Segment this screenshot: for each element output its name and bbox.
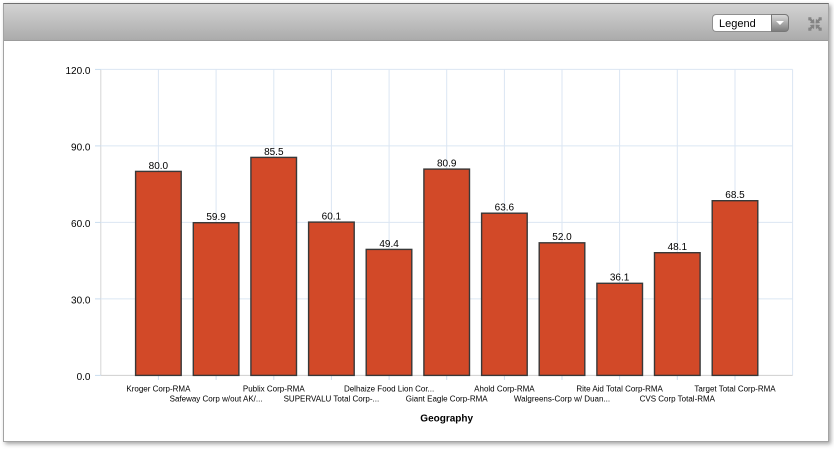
svg-text:80.0: 80.0 — [149, 161, 169, 172]
svg-text:Delhaize Food Lion Cor...: Delhaize Food Lion Cor... — [344, 385, 434, 394]
svg-text:0.0: 0.0 — [77, 372, 91, 383]
svg-text:48.1: 48.1 — [668, 242, 688, 253]
svg-text:68.5: 68.5 — [725, 190, 745, 201]
svg-text:SUPERVALU Total Corp-...: SUPERVALU Total Corp-... — [284, 395, 380, 404]
svg-text:CVS Corp Total-RMA: CVS Corp Total-RMA — [640, 395, 716, 404]
svg-text:52.0: 52.0 — [552, 232, 572, 243]
svg-text:Rite Aid Total Corp-RMA: Rite Aid Total Corp-RMA — [576, 385, 663, 394]
svg-text:49.4: 49.4 — [379, 239, 399, 250]
svg-text:90.0: 90.0 — [71, 142, 91, 153]
svg-text:Ahold Corp-RMA: Ahold Corp-RMA — [474, 385, 535, 394]
svg-text:Geography: Geography — [420, 414, 473, 425]
svg-text:60.1: 60.1 — [322, 212, 342, 223]
svg-text:120.0: 120.0 — [65, 66, 90, 77]
svg-text:36.1: 36.1 — [610, 273, 630, 284]
svg-text:Publix Corp-RMA: Publix Corp-RMA — [243, 385, 305, 394]
svg-text:80.9: 80.9 — [437, 159, 457, 170]
svg-text:30.0: 30.0 — [71, 295, 91, 306]
svg-text:Target Total Corp-RMA: Target Total Corp-RMA — [694, 385, 776, 394]
svg-text:60.0: 60.0 — [71, 219, 91, 230]
svg-text:59.9: 59.9 — [206, 212, 226, 223]
svg-text:Safeway Corp w/out AK/...: Safeway Corp w/out AK/... — [170, 395, 263, 404]
svg-text:Kroger Corp-RMA: Kroger Corp-RMA — [126, 385, 191, 394]
svg-text:63.6: 63.6 — [495, 203, 515, 214]
svg-text:85.5: 85.5 — [264, 147, 284, 158]
svg-text:Walgreens-Corp w/ Duan...: Walgreens-Corp w/ Duan... — [514, 395, 610, 404]
svg-text:Giant Eagle Corp-RMA: Giant Eagle Corp-RMA — [406, 395, 488, 404]
